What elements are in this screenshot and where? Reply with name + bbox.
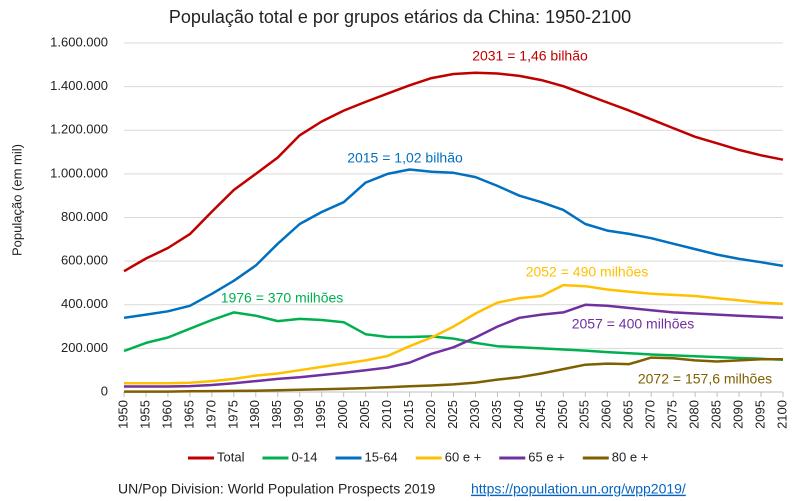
y-tick-label: 600.000: [61, 253, 108, 268]
y-tick-label: 1.200.000: [50, 122, 108, 137]
x-tick-label: 2075: [665, 400, 680, 429]
x-tick-label: 1960: [159, 400, 174, 429]
series-line: [124, 283, 784, 385]
annotation: 2031 = 1,46 bilhão: [472, 48, 588, 64]
x-tick-label: 2070: [643, 400, 658, 429]
source-link[interactable]: https://population.un.org/wpp2019/: [471, 481, 686, 497]
legend-label: 15-64: [365, 449, 398, 464]
series-line: [123, 168, 784, 320]
x-tick-label: 1970: [203, 400, 218, 429]
y-tick-label: 200.000: [61, 340, 108, 355]
x-tick-label: 2060: [599, 400, 614, 429]
x-tick-label: 2085: [709, 400, 724, 429]
y-tick-label: 0: [101, 383, 108, 398]
annotation: 1976 = 370 milhões: [221, 290, 344, 306]
x-tick-label: 2005: [357, 400, 372, 429]
x-tick-label: 2010: [379, 400, 394, 429]
source: UN/Pop Division: World Population Prospe…: [118, 481, 435, 497]
x-tick-label: 1975: [225, 400, 240, 429]
x-tick-label: 2050: [555, 400, 570, 429]
series-line: [123, 71, 784, 273]
x-tick-label: 1955: [137, 400, 152, 429]
x-tick-label: 1950: [115, 400, 130, 429]
legend-label: 60 e +: [445, 449, 482, 464]
annotation: 2052 = 490 milhões: [526, 264, 649, 280]
y-tick-label: 1.000.000: [50, 165, 108, 180]
x-tick-label: 2045: [533, 400, 548, 429]
x-tick-label: 2015: [401, 400, 416, 429]
x-tick-label: 2090: [731, 400, 746, 429]
x-tick-label: 2035: [489, 400, 504, 429]
x-tick-label: 2055: [577, 400, 592, 429]
chart-title: População total e por grupos etários da …: [169, 7, 631, 27]
legend-label: 0-14: [291, 449, 317, 464]
x-tick-label: 1985: [269, 400, 284, 429]
y-axis-label: População (em mil): [9, 144, 24, 256]
x-tick-label: 1990: [291, 400, 306, 429]
x-tick-label: 2000: [335, 400, 350, 429]
y-tick-label: 400.000: [61, 296, 108, 311]
x-tick-label: 1995: [313, 400, 328, 429]
legend-label: Total: [217, 449, 245, 464]
x-tick-label: 2040: [511, 400, 526, 429]
annotation: 2057 = 400 milhões: [572, 316, 695, 332]
series-line: [124, 303, 784, 388]
annotation: 2072 = 157,6 milhões: [638, 371, 772, 387]
x-tick-label: 1980: [247, 400, 262, 429]
x-tick-label: 2065: [621, 400, 636, 429]
annotation: 2015 = 1,02 bilhão: [347, 150, 463, 166]
x-tick-label: 2030: [467, 400, 482, 429]
y-tick-label: 1.600.000: [50, 34, 108, 49]
x-tick-label: 1965: [181, 400, 196, 429]
x-tick-label: 2100: [774, 400, 789, 429]
series-line: [124, 356, 783, 393]
x-tick-label: 2080: [687, 400, 702, 429]
y-tick-label: 1.400.000: [50, 78, 108, 93]
series-line: [123, 311, 784, 361]
x-tick-label: 2025: [445, 400, 460, 429]
x-tick-label: 2095: [752, 400, 767, 429]
legend-label: 65 e +: [528, 449, 565, 464]
x-tick-label: 2020: [423, 400, 438, 429]
y-tick-label: 800.000: [61, 209, 108, 224]
legend-label: 80 e +: [612, 449, 649, 464]
